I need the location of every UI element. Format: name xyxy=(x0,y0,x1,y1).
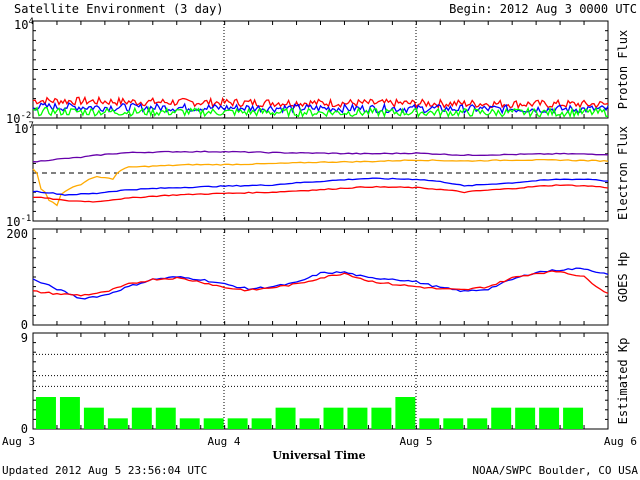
series-orange xyxy=(32,158,609,207)
x-tick-label: Aug 4 xyxy=(207,435,240,448)
panel-frame xyxy=(32,228,609,326)
kp-bar xyxy=(371,407,392,429)
series-blue xyxy=(32,267,609,300)
x-tick-label: Aug 3 xyxy=(2,435,35,448)
y-axis-label: Estimated Kp xyxy=(616,338,630,425)
kp-bar xyxy=(323,407,344,429)
credit-text: NOAA/SWPC Boulder, CO USA xyxy=(472,464,638,477)
y-axis-label: GOES Hp xyxy=(616,252,630,303)
y-tick-label-bottom: 0 xyxy=(21,422,28,436)
y-tick-exponent: -2 xyxy=(20,111,31,121)
kp-bar xyxy=(251,418,272,429)
kp-bar xyxy=(419,418,440,429)
kp-bar xyxy=(275,407,296,429)
kp-bar xyxy=(563,407,584,429)
y-tick-label-top: 9 xyxy=(21,331,28,345)
kp-bar xyxy=(227,418,248,429)
y-axis-label: Electron Flux xyxy=(616,126,630,220)
kp-bar xyxy=(443,418,464,429)
y-tick-exponent: 7 xyxy=(28,121,33,131)
y-tick-label-top: 104 xyxy=(14,17,34,32)
series-blue xyxy=(32,177,609,196)
x-tick-label: Aug 5 xyxy=(399,435,432,448)
kp-bar xyxy=(203,418,224,429)
x-tick-labels: Aug 3 Aug 4 Aug 5 Aug 6 xyxy=(2,435,637,448)
kp-bar xyxy=(155,407,176,429)
series-red xyxy=(32,95,609,110)
kp-bar xyxy=(491,407,512,429)
kp-bar xyxy=(107,418,128,429)
y-tick-label-bottom: 0 xyxy=(21,318,28,332)
y-axis-label: Proton Flux xyxy=(616,30,630,109)
series-red xyxy=(32,184,609,203)
kp-bar xyxy=(515,407,536,429)
kp-bar xyxy=(36,397,56,429)
kp-bar xyxy=(299,418,320,429)
x-tick-label: Aug 6 xyxy=(604,435,637,448)
kp-bar xyxy=(539,407,560,429)
series-purple xyxy=(32,150,609,163)
kp-bar xyxy=(347,407,368,429)
x-axis-label: Universal Time xyxy=(272,449,365,462)
chart-title: Satellite Environment (3 day) xyxy=(14,2,224,16)
panel-3: Estimated Kp 9 0 xyxy=(21,331,630,436)
kp-bar xyxy=(59,397,80,429)
y-tick-label-top: 107 xyxy=(14,121,34,136)
updated-timestamp: Updated 2012 Aug 5 23:56:04 UTC xyxy=(2,464,207,477)
kp-bar xyxy=(83,407,104,429)
begin-time: Begin: 2012 Aug 3 0000 UTC xyxy=(449,2,637,16)
series-red xyxy=(32,270,609,297)
y-tick-label-top: 200 xyxy=(6,227,28,241)
y-tick-exponent: -1 xyxy=(20,214,31,224)
panel-2: GOES Hp 200 0 xyxy=(6,227,630,332)
y-tick-exponent: 4 xyxy=(28,17,33,27)
kp-bar xyxy=(395,397,416,429)
kp-bar xyxy=(467,418,488,429)
kp-bar xyxy=(131,407,152,429)
series-green xyxy=(32,105,608,119)
kp-bar xyxy=(179,418,200,429)
